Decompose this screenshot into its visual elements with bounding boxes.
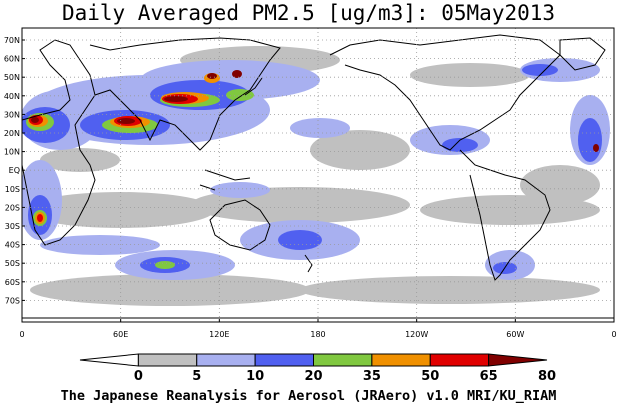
colorbar-label: 20 <box>304 369 322 384</box>
lon-tick-label: 60E <box>113 330 128 339</box>
colorbar-label: 65 <box>480 369 498 384</box>
colorbar-label: 50 <box>421 369 439 384</box>
lat-tick-label: 70N <box>4 36 20 45</box>
colorbar-segment <box>429 353 490 367</box>
lat-tick-label: 30S <box>5 222 20 231</box>
colorbar-segment <box>196 353 256 367</box>
colorbar-segment <box>371 353 431 367</box>
lon-tick-label: 180 <box>310 330 325 339</box>
lat-tick-label: 20N <box>4 129 20 138</box>
colorbar-label: 5 <box>192 369 201 384</box>
map-title: Daily Averaged PM2.5 [ug/m3]: 05May2013 <box>61 1 556 25</box>
lat-tick-label: 20S <box>5 203 20 212</box>
lat-tick-label: 60N <box>4 55 20 64</box>
graticule <box>22 28 614 322</box>
colorbar-segment <box>79 353 139 367</box>
lon-tick-label: 120W <box>405 330 428 339</box>
lat-tick-label: 10N <box>4 148 20 157</box>
colorbar-label: 0 <box>134 369 143 384</box>
field-layer-5-10 <box>25 46 600 306</box>
colorbar-segment <box>254 353 314 367</box>
lon-tick-label: 120E <box>209 330 229 339</box>
field-layer-over-80 <box>31 70 599 152</box>
pm25-field <box>22 28 614 322</box>
lon-tick-label: 0 <box>611 330 616 339</box>
lat-tick-label: 60S <box>5 278 20 287</box>
colorbar-segment <box>137 353 198 367</box>
longitude-labels: 0 60E 120E 180 120W 60W 0 <box>19 319 617 339</box>
lat-tick-label: 70S <box>5 296 20 305</box>
lat-tick-label: 30N <box>4 110 20 119</box>
lat-tick-label: 10S <box>5 185 20 194</box>
lat-tick-label: 40S <box>5 241 20 250</box>
lat-tick-label: 40N <box>4 92 20 101</box>
lat-tick-label: EQ <box>9 166 20 175</box>
colorbar-label: 35 <box>363 369 381 384</box>
lon-tick-label: 60W <box>506 330 524 339</box>
colorbar-segment <box>313 353 373 367</box>
lat-tick-label: 50S <box>5 259 20 268</box>
colorbar-segment <box>488 353 548 367</box>
colorbar-label: 80 <box>538 369 556 384</box>
coastlines <box>22 34 614 319</box>
latitude-labels: 70N 60N 50N 40N 30N 20N 10N EQ 10S 20S 30S 40S 50S 60… <box>4 36 25 305</box>
lat-tick-label: 50N <box>4 73 20 82</box>
lon-tick-label: 0 <box>19 330 24 339</box>
colorbar: 0 5 10 20 35 50 65 80 <box>79 353 556 384</box>
colorbar-label: 10 <box>246 369 264 384</box>
footer-credit: The Japanese Reanalysis for Aerosol (JRA… <box>60 388 557 404</box>
